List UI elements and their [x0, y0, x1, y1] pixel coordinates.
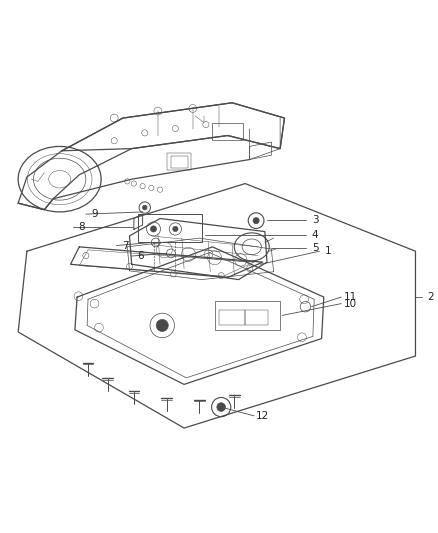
- Bar: [219, 310, 245, 326]
- Bar: [171, 156, 188, 168]
- Text: 1: 1: [325, 246, 332, 256]
- Text: 3: 3: [312, 215, 318, 225]
- Circle shape: [156, 319, 168, 332]
- Text: 2: 2: [427, 292, 434, 302]
- Text: 5: 5: [312, 243, 318, 253]
- Text: 12: 12: [256, 411, 269, 421]
- Circle shape: [143, 205, 147, 210]
- Circle shape: [150, 226, 157, 232]
- Bar: [245, 310, 268, 326]
- Text: 9: 9: [91, 209, 98, 219]
- Circle shape: [253, 217, 259, 224]
- Text: 4: 4: [312, 230, 318, 240]
- Text: 6: 6: [137, 251, 144, 261]
- Text: 10: 10: [343, 298, 357, 309]
- Text: 7: 7: [122, 240, 128, 251]
- Circle shape: [217, 403, 226, 411]
- Text: 8: 8: [78, 222, 85, 232]
- Bar: [138, 214, 201, 243]
- Bar: [212, 123, 243, 140]
- Circle shape: [173, 226, 178, 232]
- Bar: [215, 302, 280, 330]
- Bar: [166, 153, 191, 171]
- Text: 11: 11: [343, 292, 357, 302]
